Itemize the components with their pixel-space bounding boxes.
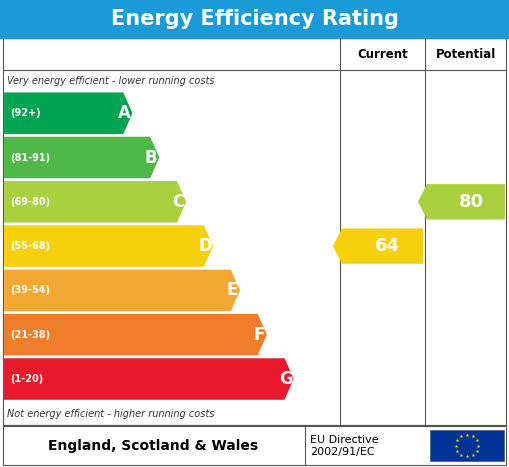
Text: (69-80): (69-80): [10, 197, 50, 207]
Text: C: C: [172, 193, 184, 211]
Text: Energy Efficiency Rating: Energy Efficiency Rating: [110, 9, 399, 29]
Polygon shape: [4, 314, 267, 355]
Text: (55-68): (55-68): [10, 241, 50, 251]
Text: Not energy efficient - higher running costs: Not energy efficient - higher running co…: [7, 409, 214, 419]
Polygon shape: [4, 181, 186, 223]
Text: Very energy efficient - lower running costs: Very energy efficient - lower running co…: [7, 76, 214, 86]
Text: G: G: [279, 370, 293, 388]
Text: 64: 64: [375, 237, 400, 255]
Text: Potential: Potential: [436, 48, 496, 61]
Polygon shape: [4, 137, 159, 178]
Text: B: B: [145, 149, 158, 167]
Bar: [430, 430, 504, 461]
Text: A: A: [118, 104, 131, 122]
Text: (92+): (92+): [10, 108, 41, 118]
Polygon shape: [4, 269, 240, 311]
Text: (39-54): (39-54): [10, 285, 50, 296]
Text: 80: 80: [459, 193, 484, 211]
Text: England, Scotland & Wales: England, Scotland & Wales: [48, 439, 258, 453]
Polygon shape: [4, 92, 132, 134]
Text: (1-20): (1-20): [10, 374, 43, 384]
Bar: [3, 426, 506, 465]
Text: (21-38): (21-38): [10, 330, 50, 340]
Polygon shape: [333, 228, 423, 264]
Polygon shape: [4, 226, 213, 267]
Text: E: E: [226, 282, 238, 299]
Text: Current: Current: [357, 48, 408, 61]
Polygon shape: [4, 358, 294, 400]
Bar: [0, 0, 509, 38]
Polygon shape: [418, 184, 505, 219]
Text: (81-91): (81-91): [10, 153, 50, 163]
Text: EU Directive
2002/91/EC: EU Directive 2002/91/EC: [310, 435, 379, 457]
Text: F: F: [253, 325, 264, 344]
Text: D: D: [198, 237, 212, 255]
Bar: [3, 38, 506, 425]
